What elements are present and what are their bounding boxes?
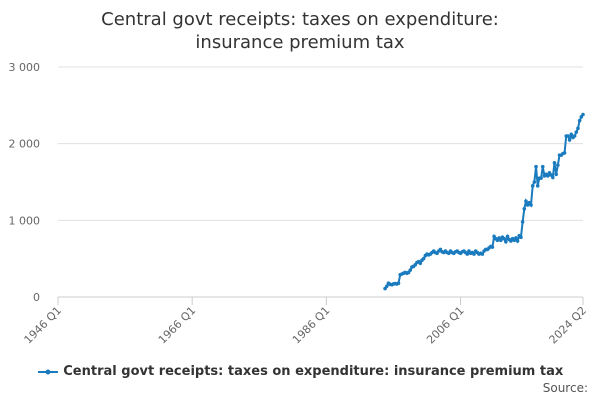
point <box>396 281 401 286</box>
point <box>572 134 577 138</box>
point <box>514 236 518 240</box>
x-tick-label: 2006 Q1 <box>424 304 467 347</box>
point <box>504 240 508 244</box>
point <box>465 252 470 256</box>
point <box>566 134 570 138</box>
legend: Central govt receipts: taxes on expendit… <box>0 364 600 379</box>
point <box>562 151 567 155</box>
y-tick-label: 2 000 <box>9 138 41 151</box>
point <box>418 261 423 266</box>
point <box>515 239 520 243</box>
point <box>519 235 523 239</box>
point <box>554 172 558 177</box>
y-tick-label: 0 <box>33 291 40 304</box>
point <box>522 207 527 211</box>
legend-label: Central govt receipts: taxes on expendit… <box>63 364 564 379</box>
point <box>505 234 510 239</box>
point <box>577 118 582 123</box>
point <box>472 252 476 256</box>
point <box>535 184 540 188</box>
point <box>534 164 538 169</box>
y-tick-label: 1 000 <box>9 214 41 227</box>
point <box>530 184 535 188</box>
point <box>532 180 537 184</box>
point <box>480 252 485 256</box>
x-tick-label: 2024 Q2 <box>547 304 590 347</box>
point <box>408 268 413 272</box>
point <box>490 245 495 249</box>
legend-symbol <box>37 369 58 374</box>
point <box>545 174 550 178</box>
source: Source: <box>542 381 588 395</box>
point <box>539 176 543 180</box>
series-line <box>384 113 584 290</box>
point <box>540 164 545 169</box>
x-tick-label: 1946 Q1 <box>22 304 65 347</box>
x-tick-label: 1966 Q1 <box>156 304 199 347</box>
point <box>499 238 503 243</box>
point <box>556 163 560 167</box>
point <box>574 130 579 134</box>
point <box>581 112 585 117</box>
point <box>551 175 555 180</box>
point <box>524 199 528 203</box>
point <box>384 284 389 289</box>
point <box>567 138 572 142</box>
point <box>421 256 426 261</box>
point <box>502 236 506 241</box>
point <box>552 161 557 165</box>
point <box>520 220 525 224</box>
point <box>569 132 574 137</box>
y-tick-label: 3 000 <box>9 61 41 74</box>
chart-title: Central govt receipts: taxes on expendit… <box>101 9 499 53</box>
x-tick-label: 1986 Q1 <box>290 304 333 347</box>
point <box>529 203 533 207</box>
point <box>576 126 580 131</box>
